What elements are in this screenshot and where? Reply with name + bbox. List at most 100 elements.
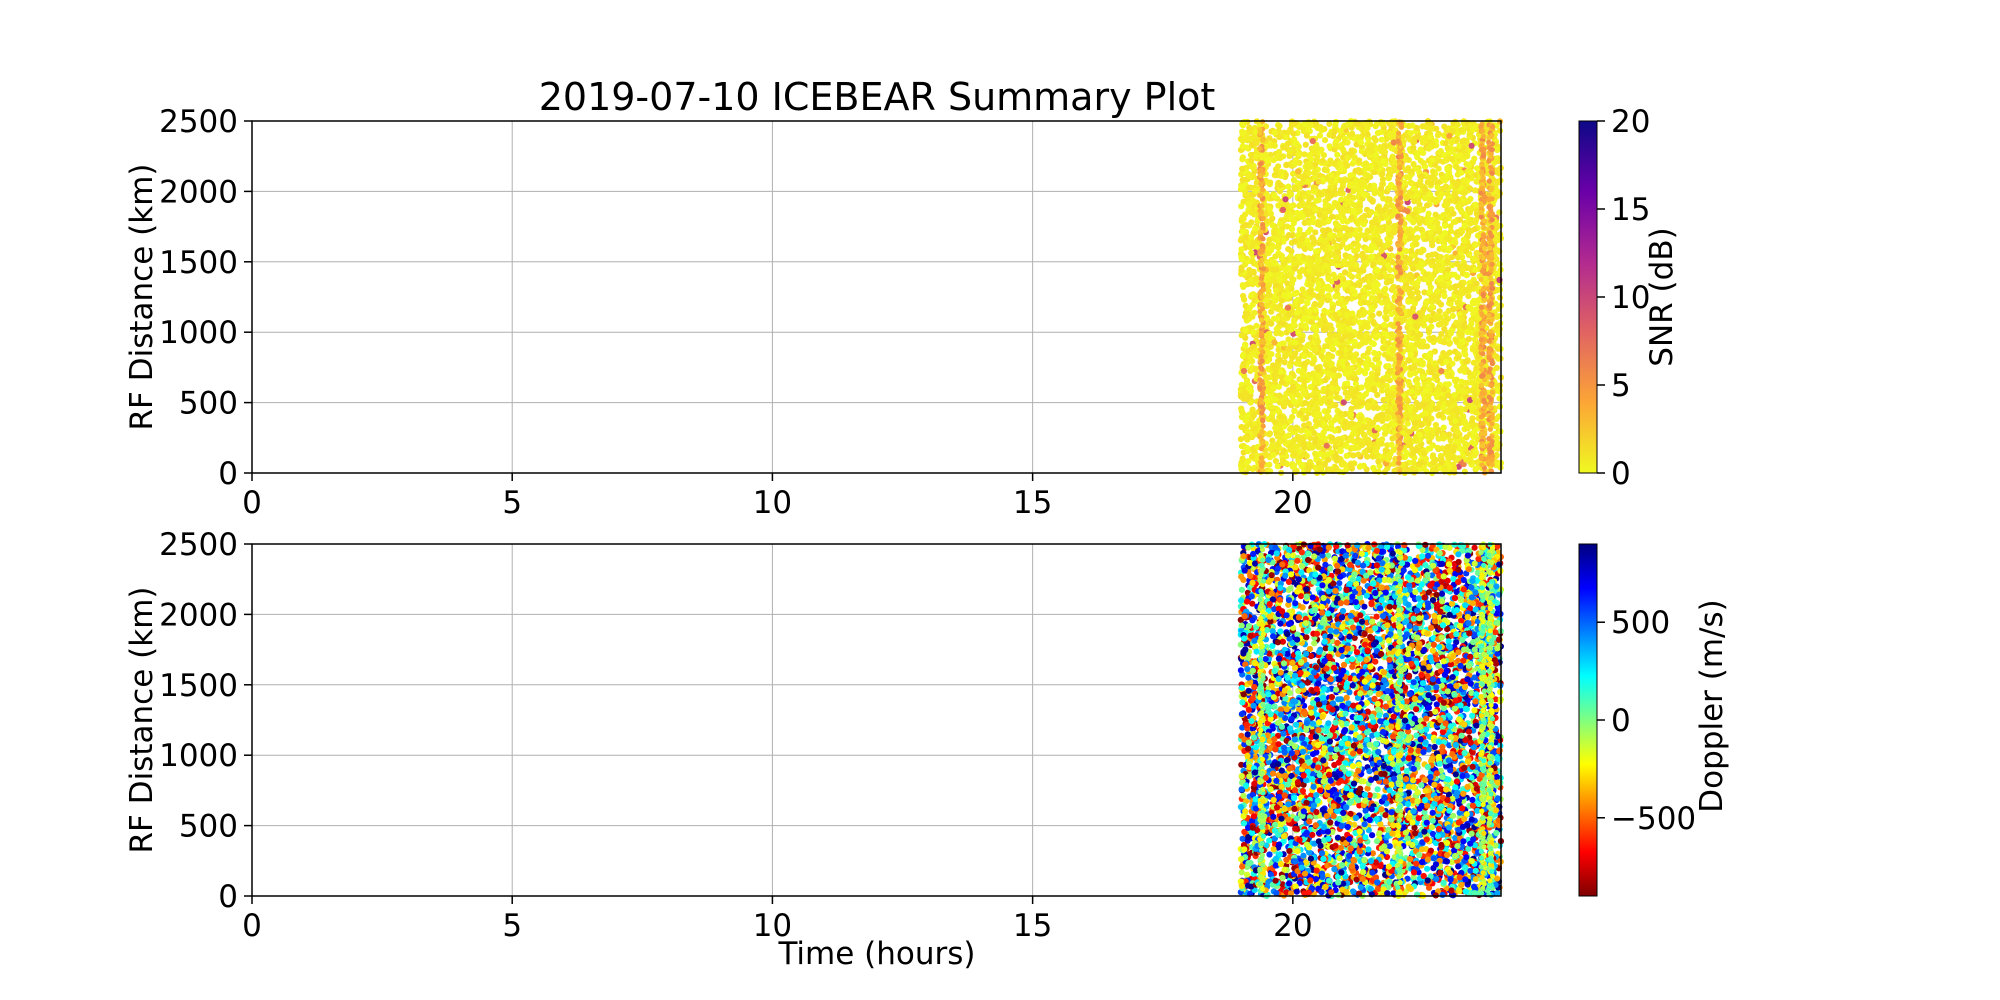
snr-data-point [1444, 235, 1451, 242]
snr-data-point [1296, 226, 1303, 233]
snr-data-point [1358, 148, 1365, 155]
snr-data-point [1473, 377, 1480, 384]
snr-data-point [1243, 191, 1250, 198]
snr-data-point [1355, 422, 1362, 429]
snr-data-point [1312, 435, 1319, 443]
snr-data-point [1472, 187, 1479, 194]
snr-data-point [1315, 280, 1322, 287]
snr-data-point [1466, 209, 1474, 216]
snr-data-point [1283, 161, 1290, 168]
snr-data-point [1355, 273, 1362, 280]
snr-data-point [1436, 308, 1443, 315]
snr-data-point [1446, 349, 1453, 356]
snr-data-point [1265, 250, 1272, 257]
snr-data-point [1377, 129, 1384, 136]
snr-data-point [1312, 464, 1319, 471]
snr-data-point [1494, 167, 1501, 174]
snr-data-point [1310, 219, 1317, 226]
snr-data-point [1471, 155, 1478, 162]
snr-data-point [1379, 382, 1386, 389]
snr-data-point [1276, 155, 1284, 162]
snr-data-point [1292, 425, 1299, 432]
snr-data-point [1347, 434, 1354, 441]
snr-data-point [1406, 328, 1413, 335]
snr-data-point [1238, 408, 1245, 415]
snr-data-point [1440, 424, 1447, 431]
snr-data-point [1250, 329, 1257, 336]
snr-data-point [1348, 411, 1355, 418]
snr-data-point [1322, 238, 1329, 245]
snr-data-point [1418, 260, 1425, 267]
snr-data-point [1305, 430, 1312, 437]
snr-data-point [1385, 175, 1392, 182]
snr-data-point [1361, 276, 1368, 283]
snr-data-point [1412, 206, 1419, 213]
snr-data-point [1320, 420, 1327, 428]
snr-data-point [1344, 154, 1351, 161]
snr-data-point [1313, 404, 1320, 411]
snr-data-point [1252, 366, 1259, 373]
snr-data-point [1462, 388, 1469, 395]
snr-data-point [1292, 350, 1299, 357]
snr-data-point [1435, 387, 1442, 394]
snr-data-point [1456, 341, 1463, 348]
snr-data-point [1312, 229, 1319, 236]
snr-data-point [1315, 256, 1322, 263]
snr-data-point [1437, 254, 1444, 261]
snr-data-point [1264, 374, 1271, 381]
snr-data-point [1444, 266, 1451, 273]
snr-data-point [1442, 140, 1449, 147]
snr-data-point [1332, 380, 1339, 387]
snr-data-point [1268, 351, 1275, 358]
snr-data-point [1460, 365, 1467, 372]
snr-data-point [1240, 360, 1247, 367]
snr-data-point [1264, 260, 1271, 267]
snr-data-point [1449, 454, 1456, 461]
snr-data-point [1460, 156, 1467, 163]
snr-data-point [1454, 121, 1461, 128]
snr-data-point [1275, 346, 1282, 353]
snr-data-point [1413, 437, 1420, 444]
snr-data-point [1429, 168, 1437, 175]
snr-data-point [1436, 411, 1443, 418]
snr-data-point [1274, 237, 1281, 244]
snr-data-point [1247, 277, 1254, 284]
snr-data-point [1388, 181, 1395, 188]
snr-data-point [1423, 315, 1430, 322]
snr-data-point [1292, 300, 1299, 308]
snr-data-point [1307, 287, 1314, 294]
snr-data-point [1339, 146, 1346, 153]
snr-data-point [1344, 139, 1351, 146]
snr-data-point [1389, 385, 1396, 392]
snr-data-point [1325, 456, 1332, 463]
snr-data-point [1387, 232, 1394, 239]
snr-data-point [1364, 440, 1371, 447]
snr-data-point [1286, 362, 1293, 370]
snr-data-point [1288, 248, 1295, 255]
snr-data-point [1337, 166, 1344, 174]
snr-data-point [1330, 372, 1337, 379]
snr-data-point [1376, 241, 1383, 248]
snr-data-point [1248, 209, 1255, 216]
snr-data-point [1301, 353, 1308, 360]
snr-data-point [1248, 234, 1255, 241]
snr-data-point [1370, 318, 1377, 325]
snr-data-point [1316, 132, 1324, 139]
snr-data-point [1469, 126, 1476, 133]
snr-data-point [1409, 414, 1416, 421]
snr-data-point [1322, 377, 1329, 384]
snr-data-point [1298, 297, 1305, 305]
snr-data-point [1353, 351, 1360, 358]
snr-data-point [1355, 242, 1362, 249]
snr-data-point [1339, 358, 1346, 365]
snr-data-point [1333, 138, 1340, 145]
snr-data-point [1444, 145, 1451, 152]
snr-data-point [1427, 134, 1434, 141]
snr-data-point [1320, 429, 1327, 436]
snr-data-point [1447, 284, 1454, 292]
snr-data-point [1291, 184, 1298, 191]
snr-data-point [1435, 321, 1442, 328]
snr-data-point [1248, 174, 1255, 181]
snr-data-point [1363, 323, 1370, 330]
snr-data-point [1355, 267, 1362, 274]
